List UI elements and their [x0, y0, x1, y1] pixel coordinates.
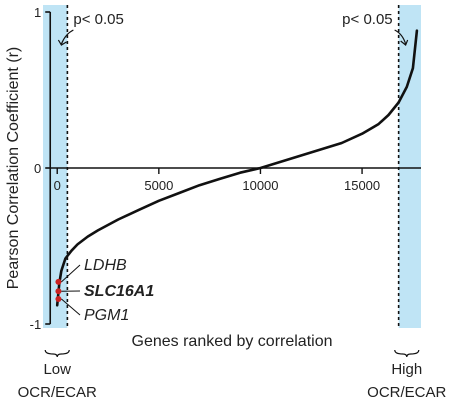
highlight-point	[55, 296, 62, 303]
bottom-label-line1: High	[391, 361, 422, 378]
p-value-arrow	[394, 29, 409, 46]
significance-region-2	[398, 5, 421, 328]
bottom-label-line2: OCR/ECAR	[367, 384, 446, 401]
x-tick-label: 15000	[344, 178, 380, 193]
y-axis-label: Pearson Correlation Coefficient (r)	[5, 47, 22, 289]
leader-line	[61, 298, 81, 316]
tick-labels: 1 0 -1 0 5000 10000 15000	[30, 5, 380, 332]
leader-line	[61, 264, 81, 283]
curve-layer	[55, 29, 419, 307]
bottom-label-line1: Low	[43, 361, 71, 378]
p-value-label: p< 0.05	[73, 11, 123, 28]
brace	[44, 349, 70, 358]
highlight-point	[55, 288, 62, 295]
x-tick-label: 0	[54, 178, 61, 193]
p-value-label: p< 0.05	[342, 11, 392, 28]
x-tick-label: 5000	[144, 178, 173, 193]
highlight-point	[55, 278, 62, 285]
p-value-arrow	[57, 29, 74, 46]
significance-regions: p< 0.05 p< 0.05	[43, 5, 421, 328]
x-tick-label: 10000	[242, 178, 278, 193]
axes	[45, 11, 421, 325]
bottom-label-line2: OCR/ECAR	[18, 384, 97, 401]
significance-region-1	[43, 5, 68, 328]
gene-label: LDHB	[84, 257, 127, 274]
correlation-curve	[55, 29, 419, 307]
gene-label: PGM1	[84, 307, 129, 324]
brace	[394, 349, 420, 358]
y-tick-label: 0	[34, 161, 41, 176]
x-axis-label: Genes ranked by correlation	[132, 333, 333, 350]
y-tick-label: 1	[34, 5, 41, 20]
gene-label: SLC16A1	[84, 283, 154, 300]
y-tick-label: -1	[30, 317, 42, 332]
annotations: LDHB SLC16A1 PGM1 Low OCR/ECAR High OCR/ECAR	[18, 257, 447, 401]
